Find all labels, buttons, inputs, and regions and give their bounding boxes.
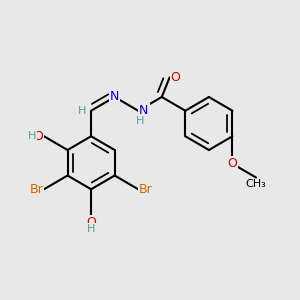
Text: Br: Br (29, 183, 43, 196)
Text: H: H (78, 106, 86, 116)
Text: O: O (171, 71, 181, 84)
Text: Br: Br (139, 183, 153, 196)
Text: N: N (139, 104, 148, 117)
Text: O: O (86, 216, 96, 229)
Text: N: N (110, 91, 119, 103)
Text: H: H (28, 131, 36, 141)
Text: H: H (136, 116, 144, 126)
Text: O: O (33, 130, 43, 143)
Text: H: H (87, 224, 95, 234)
Text: CH₃: CH₃ (246, 179, 266, 189)
Text: O: O (227, 157, 237, 170)
